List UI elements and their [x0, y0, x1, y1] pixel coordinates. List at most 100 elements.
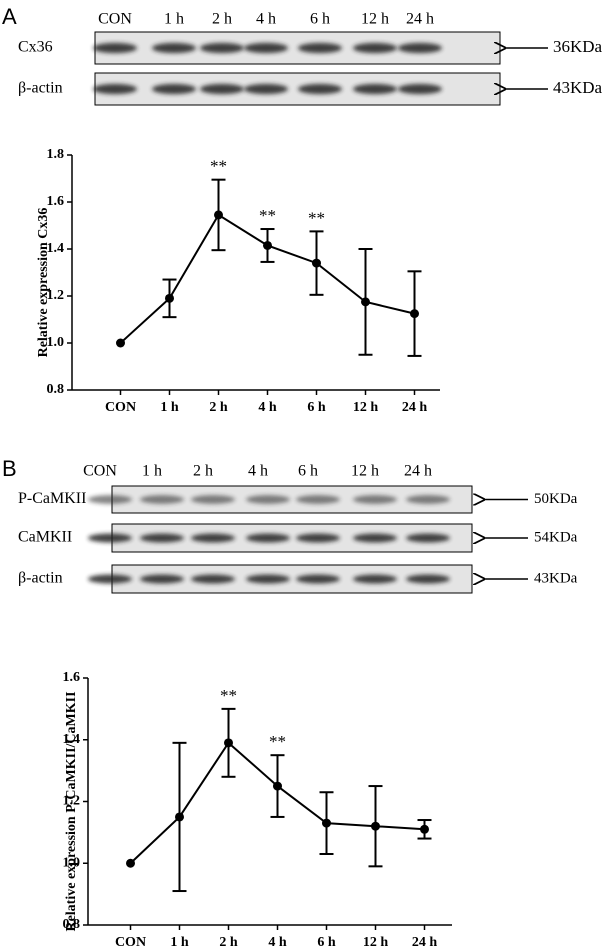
point: [273, 781, 282, 791]
blot-band: [298, 83, 342, 95]
blot-band: [353, 42, 397, 54]
lane-label: 6 h: [310, 11, 330, 28]
x-tick-label: 4 h: [258, 400, 277, 415]
point: [165, 293, 174, 303]
y-tick-label: 0.8: [63, 917, 81, 932]
lane-label: 6 h: [298, 463, 318, 480]
blot-band: [152, 83, 196, 95]
x-tick-label: 4 h: [268, 935, 287, 947]
blot-size: 43KDa: [553, 78, 603, 97]
lane-label: 24 h: [404, 463, 432, 480]
lane-label: 24 h: [406, 11, 434, 28]
blot-band: [244, 83, 288, 95]
y-tick-label: 1.8: [47, 147, 65, 162]
y-tick-label: 1.2: [63, 794, 81, 809]
blot-band: [244, 42, 288, 54]
significance: **: [210, 157, 227, 176]
point: [263, 240, 272, 250]
blot-band: [298, 42, 342, 54]
x-tick-label: 1 h: [170, 935, 189, 947]
point: [371, 821, 380, 831]
blot-band: [191, 574, 235, 584]
point: [126, 858, 135, 868]
point: [322, 818, 331, 828]
blot-band: [246, 533, 290, 543]
blot-band: [398, 83, 442, 95]
blot-label: CaMKII: [18, 529, 72, 546]
blot-band: [140, 533, 184, 543]
blot-band: [246, 574, 290, 584]
x-tick-label: CON: [105, 400, 136, 415]
x-tick-label: 24 h: [402, 400, 428, 415]
lane-label: 12 h: [351, 463, 379, 480]
y-tick-label: 1.0: [47, 335, 65, 350]
y-axis-title: Relative expression P-CaMKII/CaMKII: [64, 691, 79, 931]
blot-band: [353, 533, 397, 543]
blot-size: 36KDa: [553, 37, 603, 56]
blot-band: [88, 533, 132, 543]
y-tick-label: 1.4: [47, 241, 65, 256]
x-tick-label: 2 h: [209, 400, 228, 415]
blot-band: [406, 574, 450, 584]
blot-band: [406, 495, 450, 504]
blot-band: [88, 495, 132, 504]
blot-band: [398, 42, 442, 54]
y-tick-label: 0.8: [47, 382, 65, 397]
blot-band: [296, 533, 340, 543]
significance: **: [220, 686, 237, 705]
lane-label: 4 h: [248, 463, 268, 480]
x-tick-label: CON: [115, 935, 146, 947]
y-axis-title: Relative expression Cx36: [36, 208, 51, 358]
y-tick-label: 1.6: [63, 670, 81, 685]
point: [175, 812, 184, 822]
x-tick-label: 6 h: [307, 400, 326, 415]
lane-label: CON: [83, 463, 117, 480]
blot-band: [353, 83, 397, 95]
blot-band: [191, 533, 235, 543]
lane-label: CON: [98, 11, 132, 28]
significance: **: [259, 206, 276, 225]
y-tick-label: 1.6: [47, 194, 65, 209]
lane-label: 12 h: [361, 11, 389, 28]
blot-band: [200, 42, 244, 54]
point: [420, 824, 429, 834]
y-tick-label: 1.2: [47, 288, 65, 303]
blot-size: 50KDa: [534, 491, 578, 507]
x-tick-label: 6 h: [317, 935, 336, 947]
blot-band: [353, 495, 397, 504]
blot-band: [191, 495, 235, 504]
blot-band: [296, 574, 340, 584]
panel-label: A: [2, 4, 17, 29]
blot-size: 43KDa: [534, 570, 578, 586]
significance: **: [308, 208, 325, 227]
blot-band: [200, 83, 244, 95]
lane-label: 1 h: [142, 463, 162, 480]
blot-label: β-actin: [18, 80, 63, 97]
x-tick-label: 1 h: [160, 400, 179, 415]
point: [224, 738, 233, 748]
lane-label: 2 h: [212, 11, 232, 28]
blot-band: [246, 495, 290, 504]
x-tick-label: 12 h: [363, 935, 389, 947]
point: [116, 338, 125, 348]
blot-label: P-CaMKII: [18, 490, 86, 507]
significance: **: [269, 732, 286, 751]
blot-band: [152, 42, 196, 54]
blot-band: [140, 495, 184, 504]
x-tick-label: 2 h: [219, 935, 238, 947]
panel-label: B: [2, 456, 17, 481]
lane-label: 2 h: [193, 463, 213, 480]
blot-size: 54KDa: [534, 529, 578, 545]
blot-band: [406, 533, 450, 543]
blot-band: [296, 495, 340, 504]
blot-band: [353, 574, 397, 584]
point: [361, 297, 370, 307]
lane-label: 4 h: [256, 11, 276, 28]
y-tick-label: 1.4: [63, 732, 81, 747]
point: [214, 210, 223, 220]
point: [410, 309, 419, 319]
y-tick-label: 1.0: [63, 855, 81, 870]
blot-band: [93, 42, 137, 54]
lane-label: 1 h: [164, 11, 184, 28]
